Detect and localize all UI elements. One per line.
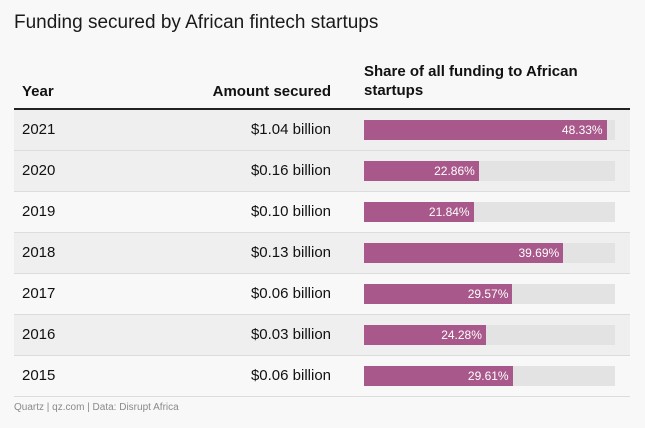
header-amount: Amount secured [212,83,331,100]
share-label: 39.69% [518,246,560,260]
share-label: 24.28% [441,328,482,342]
source-note: Quartz | qz.com | Data: Disrupt Africa [14,402,179,413]
amount-cell: $0.03 billion [250,326,331,343]
table-row: 2017 $0.06 billion 29.57% [14,274,630,315]
share-bar-track: 29.57% [364,284,615,304]
share-label: 21.84% [428,205,470,219]
share-bar-track: 24.28% [364,325,615,345]
share-bar-track: 48.33% [364,120,615,140]
table-row: 2020 $0.16 billion 22.86% [14,151,630,192]
share-bar: 39.69% [364,243,564,263]
header-share: Share of all funding to African startups [364,63,578,99]
share-bar-track: 21.84% [364,202,615,222]
share-label: 29.57% [467,287,509,301]
year-cell: 2020 [22,162,56,179]
table-row: 2021 $1.04 billion 48.33% [14,110,630,151]
table-body: 2021 $1.04 billion 48.33% 2020 $0.16 bil… [14,110,630,397]
share-bar: 22.86% [364,161,479,181]
year-cell: 2021 [22,121,56,138]
year-cell: 2019 [22,203,56,220]
share-bar-track: 29.61% [364,366,615,386]
year-cell: 2015 [22,367,56,384]
amount-cell: $1.04 billion [250,121,331,138]
table-row: 2018 $0.13 billion 39.69% [14,233,630,274]
share-bar-track: 22.86% [364,161,615,181]
share-label: 29.61% [467,369,509,383]
share-label: 48.33% [561,123,603,137]
table-row: 2019 $0.10 billion 21.84% [14,192,630,233]
amount-cell: $0.10 billion [250,203,331,220]
amount-cell: $0.06 billion [250,285,331,302]
share-bar: 24.28% [364,325,486,345]
table-header: Year Amount secured Share of all funding… [14,58,630,110]
table-row: 2015 $0.06 billion 29.61% [14,356,630,397]
year-cell: 2018 [22,244,56,261]
year-cell: 2017 [22,285,56,302]
table-row: 2016 $0.03 billion 24.28% [14,315,630,356]
share-bar: 29.61% [364,366,513,386]
share-bar: 21.84% [364,202,474,222]
year-cell: 2016 [22,326,56,343]
amount-cell: $0.13 billion [250,244,331,261]
amount-cell: $0.06 billion [250,367,331,384]
amount-cell: $0.16 billion [250,162,331,179]
share-bar: 29.57% [364,284,513,304]
share-label: 22.86% [434,164,475,178]
share-bar-track: 39.69% [364,243,615,263]
share-bar: 48.33% [364,120,607,140]
chart-title: Funding secured by African fintech start… [14,12,379,33]
header-year: Year [22,83,54,100]
